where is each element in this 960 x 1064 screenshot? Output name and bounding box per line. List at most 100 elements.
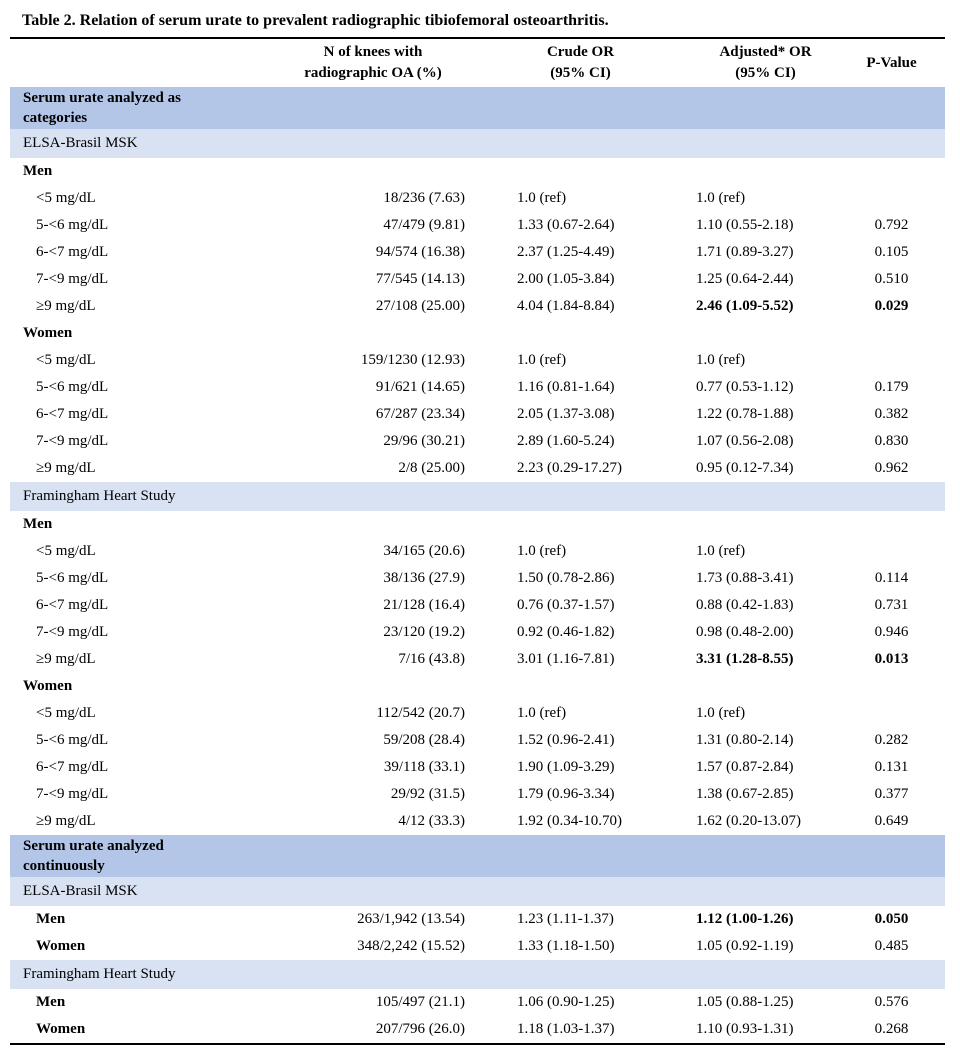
n-of-knees-cell: 29/96 (30.21): [383, 433, 465, 449]
table-row: 6-<7 mg/dL 39/118 (33.1) 1.90 (1.09-3.29) 1…: [10, 754, 945, 781]
row-label: <5 mg/dL: [36, 190, 96, 206]
n-of-knees-cell: 38/136 (27.9): [383, 570, 465, 586]
row-label: <5 mg/dL: [36, 543, 96, 559]
crude-or-cell: 0.92 (0.46-1.82): [517, 624, 615, 640]
table-row: Women 348/2,242 (15.52) 1.33 (1.18-1.50) 1.…: [10, 933, 945, 960]
p-value-cell: 0.377: [874, 786, 909, 802]
row-label: ≥9 mg/dL: [36, 651, 96, 667]
n-of-knees-cell: 263/1,942 (13.54): [357, 911, 465, 927]
adjusted-or-cell: 1.38 (0.67-2.85): [696, 786, 794, 802]
table-row: 6-<7 mg/dL 21/128 (16.4) 0.76 (0.37-1.57) 0…: [10, 592, 945, 619]
crude-or-cell: 1.50 (0.78-2.86): [517, 570, 615, 586]
adjusted-or-cell: 1.0 (ref): [696, 543, 746, 559]
section-label: Serum urate analyzed continuously: [10, 835, 945, 877]
n-of-knees-cell: 159/1230 (12.93): [360, 352, 465, 368]
p-value-cell: 0.649: [874, 813, 909, 829]
group-label: Women: [23, 678, 73, 694]
row-label: 6-<7 mg/dL: [36, 597, 109, 613]
n-of-knees-cell: 2/8 (25.00): [398, 460, 465, 476]
table-row: 7-<9 mg/dL 77/545 (14.13) 2.00 (1.05-3.84)…: [10, 266, 945, 293]
osteoarthritis-table: N of knees with radiographic OA (%) Crud…: [10, 39, 945, 1045]
p-value-cell: 0.510: [874, 271, 909, 287]
table-row: ≥9 mg/dL 4/12 (33.3) 1.92 (0.34-10.70) 1.62…: [10, 808, 945, 835]
n-of-knees-cell: 112/542 (20.7): [376, 705, 465, 721]
adjusted-or-cell: 0.77 (0.53-1.12): [696, 379, 794, 395]
row-label: ≥9 mg/dL: [36, 298, 96, 314]
study-label: ELSA-Brasil MSK: [10, 129, 945, 158]
study-row: Framingham Heart Study: [10, 960, 945, 989]
row-label: ≥9 mg/dL: [36, 460, 96, 476]
column-header-p-value: P-Value: [866, 54, 917, 71]
crude-or-cell: 1.23 (1.11-1.37): [517, 911, 614, 927]
crude-or-cell: 1.90 (1.09-3.29): [517, 759, 615, 775]
table-row: 7-<9 mg/dL 29/92 (31.5) 1.79 (0.96-3.34) 1.…: [10, 781, 945, 808]
group-row: Men: [10, 511, 945, 538]
n-of-knees-cell: 39/118 (33.1): [383, 759, 465, 775]
n-of-knees-cell: 105/497 (21.1): [375, 994, 465, 1010]
adjusted-or-cell: 1.05 (0.88-1.25): [696, 994, 794, 1010]
table-row: Men 105/497 (21.1) 1.06 (0.90-1.25) 1.05 (0…: [10, 989, 945, 1016]
crude-or-cell: 2.23 (0.29-17.27): [517, 460, 622, 476]
row-label: 5-<6 mg/dL: [36, 217, 109, 233]
p-value-cell: 0.962: [874, 460, 909, 476]
study-row: Framingham Heart Study: [10, 482, 945, 511]
row-label: 5-<6 mg/dL: [36, 732, 109, 748]
table-row: 5-<6 mg/dL 59/208 (28.4) 1.52 (0.96-2.41) 1…: [10, 727, 945, 754]
adjusted-or-cell: 1.62 (0.20-13.07): [696, 813, 801, 829]
column-header-adjusted-or: Adjusted* OR (95% CI): [719, 44, 812, 81]
group-row: Women: [10, 673, 945, 700]
crude-or-cell: 0.76 (0.37-1.57): [517, 597, 615, 613]
table-row: 5-<6 mg/dL 91/621 (14.65) 1.16 (0.81-1.64)…: [10, 374, 945, 401]
crude-or-cell: 3.01 (1.16-7.81): [517, 651, 615, 667]
row-label: 5-<6 mg/dL: [36, 570, 109, 586]
p-value-cell: 0.105: [874, 244, 909, 260]
crude-or-cell: 1.16 (0.81-1.64): [517, 379, 615, 395]
p-value-cell: [838, 185, 945, 212]
adjusted-or-cell: 1.12 (1.00-1.26): [696, 911, 794, 927]
table-row: ≥9 mg/dL 27/108 (25.00) 4.04 (1.84-8.84) 2.…: [10, 293, 945, 320]
adjusted-or-cell: 1.0 (ref): [696, 705, 746, 721]
row-label: 6-<7 mg/dL: [36, 406, 109, 422]
table-row: 7-<9 mg/dL 23/120 (19.2) 0.92 (0.46-1.82) 0…: [10, 619, 945, 646]
table-row: <5 mg/dL 34/165 (20.6) 1.0 (ref) 1.0 (ref): [10, 538, 945, 565]
study-row: ELSA-Brasil MSK: [10, 129, 945, 158]
n-of-knees-cell: 29/92 (31.5): [390, 786, 465, 802]
table-row: ≥9 mg/dL 2/8 (25.00) 2.23 (0.29-17.27) 0.95…: [10, 455, 945, 482]
p-value-cell: 0.131: [874, 759, 909, 775]
crude-or-cell: 2.37 (1.25-4.49): [517, 244, 615, 260]
n-of-knees-cell: 47/479 (9.81): [383, 217, 465, 233]
adjusted-or-cell: 0.98 (0.48-2.00): [696, 624, 794, 640]
table-body: Serum urate analyzed as categories ELSA-B…: [10, 87, 945, 1045]
row-label: <5 mg/dL: [36, 705, 96, 721]
n-of-knees-cell: 59/208 (28.4): [383, 732, 465, 748]
table-row: Men 263/1,942 (13.54) 1.23 (1.11-1.37) 1.12…: [10, 906, 945, 933]
section-header-row: Serum urate analyzed as categories: [10, 87, 945, 129]
p-value-cell: 0.576: [874, 994, 909, 1010]
table-row: <5 mg/dL 159/1230 (12.93) 1.0 (ref) 1.0 (re…: [10, 347, 945, 374]
row-label: ≥9 mg/dL: [36, 813, 96, 829]
study-label: ELSA-Brasil MSK: [10, 877, 945, 906]
crude-or-cell: 1.52 (0.96-2.41): [517, 732, 615, 748]
table-row: <5 mg/dL 112/542 (20.7) 1.0 (ref) 1.0 (ref): [10, 700, 945, 727]
n-of-knees-cell: 94/574 (16.38): [375, 244, 465, 260]
n-of-knees-cell: 4/12 (33.3): [398, 813, 465, 829]
study-label: Framingham Heart Study: [10, 482, 945, 511]
row-label: 7-<9 mg/dL: [36, 624, 109, 640]
adjusted-or-cell: 1.05 (0.92-1.19): [696, 938, 794, 954]
study-label: Framingham Heart Study: [10, 960, 945, 989]
crude-or-cell: 1.92 (0.34-10.70): [517, 813, 622, 829]
row-label: 7-<9 mg/dL: [36, 271, 109, 287]
table-row: 5-<6 mg/dL 47/479 (9.81) 1.33 (0.67-2.64) 1…: [10, 212, 945, 239]
n-of-knees-cell: 348/2,242 (15.52): [357, 938, 465, 954]
group-label: Men: [23, 516, 53, 532]
row-label: Women: [36, 938, 86, 954]
n-of-knees-cell: 91/621 (14.65): [375, 379, 465, 395]
table-row: 5-<6 mg/dL 38/136 (27.9) 1.50 (0.78-2.86) 1…: [10, 565, 945, 592]
table-header-row: N of knees with radiographic OA (%) Crud…: [10, 39, 945, 87]
table-row: ≥9 mg/dL 7/16 (43.8) 3.01 (1.16-7.81) 3.31 …: [10, 646, 945, 673]
n-of-knees-cell: 34/165 (20.6): [383, 543, 465, 559]
table-row: 7-<9 mg/dL 29/96 (30.21) 2.89 (1.60-5.24) 1…: [10, 428, 945, 455]
group-label: Women: [23, 325, 73, 341]
p-value-cell: 0.282: [874, 732, 909, 748]
